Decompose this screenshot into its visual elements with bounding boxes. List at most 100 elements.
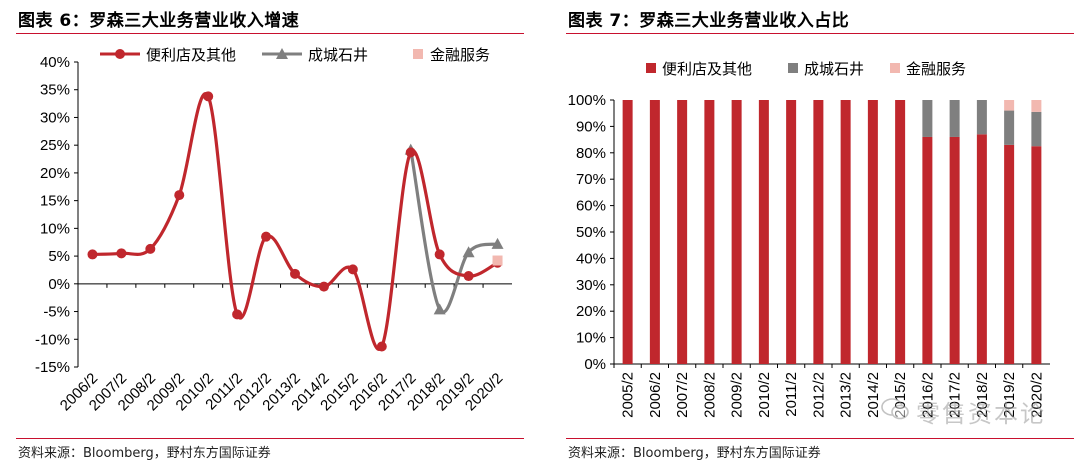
y-tick-label: 10% [40, 220, 70, 237]
y-tick-label: 70% [576, 171, 606, 188]
data-point [376, 341, 387, 352]
bar-segment [895, 100, 906, 364]
y-tick-label: 0% [48, 276, 70, 293]
legend-marker [646, 63, 656, 73]
legend-label: 成城石井 [804, 60, 864, 78]
bar-segment [677, 100, 688, 364]
data-point [433, 303, 446, 315]
x-tick-label: 2010/2 [756, 372, 773, 418]
y-tick-label: 10% [576, 330, 606, 347]
y-tick-label: 100% [568, 92, 606, 109]
share-stacked-bar-chart: 100% 90% 80% 70% 60% 50% 40% 30% 20% 10% 0% 2005/2 2… [568, 60, 1050, 418]
source-divider [16, 438, 524, 439]
bar-segment [1031, 111, 1042, 147]
data-point [492, 255, 503, 266]
x-tick-label: 2009/2 [729, 372, 746, 418]
bar-segment [976, 100, 987, 135]
bar-segment [949, 136, 960, 364]
y-tick-label: 0% [584, 356, 606, 373]
bar-segment [622, 100, 633, 364]
x-tick-label: 2016/2 [919, 372, 936, 418]
bar-segment [1004, 110, 1015, 145]
y-tick-label: 35% [40, 82, 70, 99]
source-note: 资料来源：Bloomberg，野村东方国际证券 [568, 446, 821, 461]
growth-line-chart: 40%35%30%25%20%15%10%5%0%-5%-10%-15%2006… [35, 46, 512, 414]
data-point [203, 91, 214, 102]
y-tick-label: 15% [40, 193, 70, 210]
data-point [261, 231, 272, 242]
data-point [232, 309, 243, 320]
bar-segment [731, 100, 742, 364]
legend-marker [413, 49, 423, 59]
legend-marker [788, 63, 798, 73]
bar-segment [867, 100, 878, 364]
x-tick-label: 2005/2 [620, 372, 637, 418]
title-divider [16, 33, 524, 34]
legend-label: 成城石井 [308, 46, 368, 64]
data-point [434, 249, 445, 260]
x-tick-label: 2018/2 [974, 372, 991, 418]
wechat-icon [881, 398, 909, 420]
x-tick-label: 2013/2 [838, 372, 855, 418]
x-tick-label: 2007/2 [674, 372, 691, 418]
y-tick-label: -10% [35, 331, 70, 348]
bar-segment [976, 134, 987, 364]
growth-chart-panel: 图表 6：罗森三大业务营业收入增速 40% 35% 30% 25% 20% 15% 10% 5… [0, 0, 530, 465]
chart-title: 图表 7：罗森三大业务营业收入占比 [568, 11, 850, 31]
y-tick-label: 90% [576, 118, 606, 135]
y-tick-label: -5% [43, 304, 70, 321]
bar-segment [922, 136, 933, 364]
bar-segment [1004, 100, 1015, 111]
y-tick-label: 40% [576, 250, 606, 267]
data-point [318, 281, 329, 292]
title-divider [566, 33, 1074, 34]
y-tick-label: 60% [576, 198, 606, 215]
y-tick-label: -15% [35, 359, 70, 376]
bar-segment [758, 100, 769, 364]
data-point [491, 237, 504, 249]
y-tick-label: 50% [576, 224, 606, 241]
bar-segment [1031, 100, 1042, 112]
bar-segment [649, 100, 660, 364]
legend-label: 便利店及其他 [146, 46, 236, 64]
x-tick-label: 2011/2 [783, 372, 800, 417]
y-tick-label: 30% [576, 277, 606, 294]
x-tick-label: 2012/2 [810, 372, 827, 418]
data-point [462, 246, 475, 258]
bar-segment [786, 100, 797, 364]
y-tick-label: 20% [576, 303, 606, 320]
bar-segment [1004, 144, 1015, 364]
legend-label: 金融服务 [906, 60, 966, 78]
watermark: 零售资本论 [916, 400, 1046, 428]
bar-segment [840, 100, 851, 364]
bar-segment [949, 100, 960, 137]
data-point [116, 248, 127, 259]
x-tick-label: 2020/2 [1028, 372, 1045, 418]
x-tick-label: 2019/2 [1001, 372, 1018, 418]
legend-label: 金融服务 [430, 46, 490, 64]
bar-segment [922, 100, 933, 137]
data-point [405, 147, 416, 158]
legend-marker [115, 49, 125, 59]
y-tick-label: 20% [40, 165, 70, 182]
x-tick-label: 2017/2 [947, 372, 964, 418]
x-tick-label: 2014/2 [865, 372, 882, 418]
source-note: 资料来源：Bloomberg，野村东方国际证券 [18, 446, 271, 461]
legend-label: 便利店及其他 [662, 60, 752, 78]
y-tick-label: 80% [576, 145, 606, 162]
data-point [174, 190, 185, 201]
x-tick-label: 2006/2 [647, 372, 664, 418]
data-point [145, 243, 156, 254]
x-tick-label: 2008/2 [701, 372, 718, 418]
series-line [409, 149, 498, 314]
bar-segment [813, 100, 824, 364]
data-point [347, 264, 358, 275]
legend-marker [276, 48, 288, 59]
y-tick-label: 5% [48, 248, 70, 265]
bar-segment [704, 100, 715, 364]
legend-marker [890, 63, 900, 73]
y-tick-label: 40% [40, 54, 70, 71]
y-tick-label: 25% [40, 137, 70, 154]
chart-title: 图表 6：罗森三大业务营业收入增速 [18, 11, 300, 31]
share-chart-panel: 图表 7：罗森三大业务营业收入占比 100% 90% 80% 70% 60% 50% 40%… [550, 0, 1080, 465]
